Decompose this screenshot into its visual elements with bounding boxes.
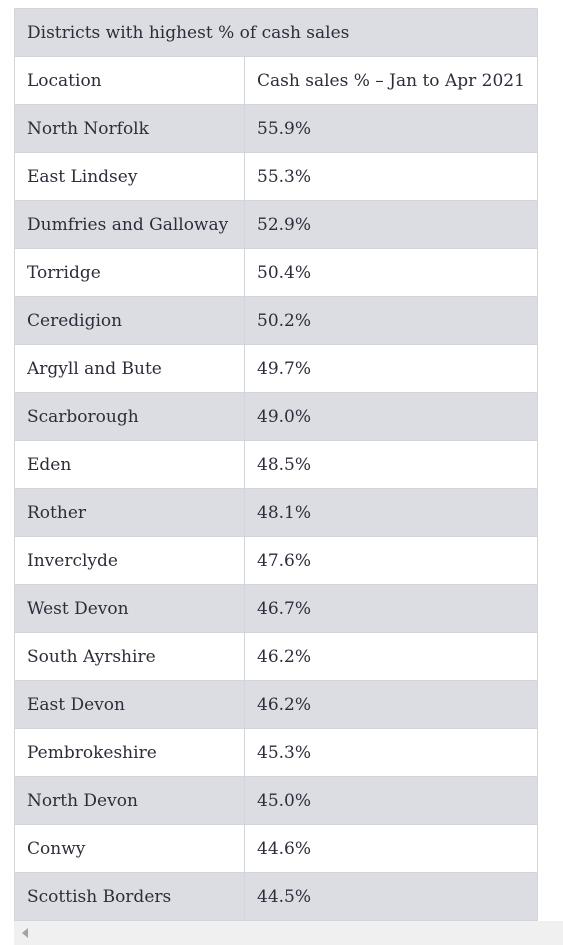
location-cell: Pembrokeshire	[14, 728, 245, 777]
table-row: East Devon 46.2%	[14, 680, 539, 729]
table-title-row: Districts with highest % of cash sales	[13, 8, 539, 57]
table-row: North Devon 45.0%	[14, 776, 539, 825]
horizontal-scrollbar[interactable]	[14, 921, 563, 945]
table-row: Pembrokeshire 45.3%	[14, 728, 539, 777]
location-cell: Eden	[14, 440, 245, 489]
location-cell: South Ayrshire	[14, 632, 245, 681]
table-row: Rother 48.1%	[14, 488, 539, 537]
table-row: North Norfolk 55.9%	[14, 104, 539, 153]
cash-sales-cell: 49.0%	[243, 392, 539, 441]
chevron-left-icon[interactable]	[22, 928, 28, 938]
location-cell: Scottish Borders	[14, 872, 245, 921]
column-header-cash-sales: Cash sales % – Jan to Apr 2021	[243, 56, 539, 105]
table-header-row: Location Cash sales % – Jan to Apr 2021	[14, 56, 539, 105]
cash-sales-cell: 52.9%	[243, 200, 539, 249]
table-row: Conwy 44.6%	[14, 824, 539, 873]
cash-sales-cell: 50.2%	[243, 296, 539, 345]
table-row: Eden 48.5%	[14, 440, 539, 489]
cash-sales-cell: 49.7%	[243, 344, 539, 393]
location-cell: West Devon	[14, 584, 245, 633]
location-cell: Rother	[14, 488, 245, 537]
table-row: Dumfries and Galloway 52.9%	[14, 200, 539, 249]
cash-sales-cell: 48.5%	[243, 440, 539, 489]
location-cell: Ceredigion	[14, 296, 245, 345]
table-row: Inverclyde 47.6%	[14, 536, 539, 585]
table-row: Argyll and Bute 49.7%	[14, 344, 539, 393]
location-cell: Torridge	[14, 248, 245, 297]
cash-sales-cell: 55.3%	[243, 152, 539, 201]
cash-sales-cell: 45.0%	[243, 776, 539, 825]
cash-sales-cell: 47.6%	[243, 536, 539, 585]
location-cell: Inverclyde	[14, 536, 245, 585]
location-cell: Dumfries and Galloway	[14, 200, 245, 249]
table-container: Districts with highest % of cash sales L…	[13, 8, 563, 921]
table-row: Ceredigion 50.2%	[14, 296, 539, 345]
location-cell: Argyll and Bute	[14, 344, 245, 393]
cash-sales-cell: 46.2%	[243, 632, 539, 681]
location-cell: North Norfolk	[14, 104, 245, 153]
cash-sales-cell: 44.6%	[243, 824, 539, 873]
location-cell: East Devon	[14, 680, 245, 729]
location-cell: East Lindsey	[14, 152, 245, 201]
table-row: Scottish Borders 44.5%	[14, 872, 539, 921]
location-cell: North Devon	[14, 776, 245, 825]
table-row: Scarborough 49.0%	[14, 392, 539, 441]
location-cell: Conwy	[14, 824, 245, 873]
table-row: West Devon 46.7%	[14, 584, 539, 633]
table-body: North Norfolk 55.9% East Lindsey 55.3% Dumfr…	[14, 104, 539, 921]
cash-sales-cell: 45.3%	[243, 728, 539, 777]
cash-sales-cell: 50.4%	[243, 248, 539, 297]
cash-sales-cell: 55.9%	[243, 104, 539, 153]
table-row: East Lindsey 55.3%	[14, 152, 539, 201]
location-cell: Scarborough	[14, 392, 245, 441]
table-title: Districts with highest % of cash sales	[13, 8, 539, 57]
column-header-location: Location	[14, 56, 245, 105]
cash-sales-table: Districts with highest % of cash sales L…	[13, 8, 539, 921]
cash-sales-cell: 44.5%	[243, 872, 539, 921]
table-row: South Ayrshire 46.2%	[14, 632, 539, 681]
cash-sales-cell: 48.1%	[243, 488, 539, 537]
table-row: Torridge 50.4%	[14, 248, 539, 297]
cash-sales-cell: 46.7%	[243, 584, 539, 633]
cash-sales-cell: 46.2%	[243, 680, 539, 729]
